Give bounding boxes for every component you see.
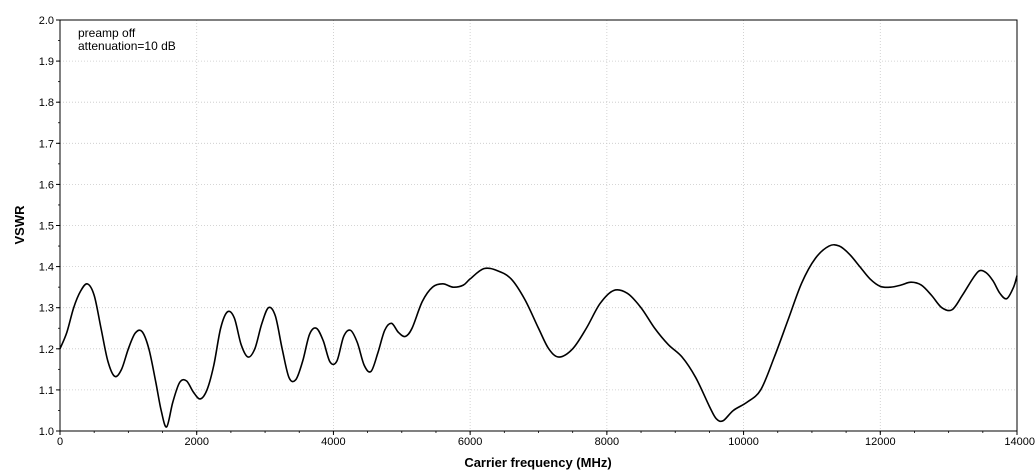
x-tick-label: 6000 (458, 436, 482, 448)
series-line (59, 243, 1018, 428)
y-tick-label: 1.2 (39, 344, 54, 356)
y-tick-label: 1.1 (39, 385, 54, 397)
y-tick-label: 1.0 (39, 426, 54, 438)
y-tick-label: 1.5 (39, 221, 54, 233)
y-tick-label: 1.9 (39, 56, 54, 68)
y-tick-label: 1.7 (39, 138, 54, 150)
x-tick-label: 14000 (1004, 436, 1035, 448)
annotation-line-1: preamp off (78, 26, 136, 40)
x-tick-label: 12000 (865, 436, 896, 448)
x-tick-label: 2000 (184, 436, 208, 448)
y-axis-ticks: 1.0 1.1 1.2 1.3 1.4 1.5 1.6 1.7 1.8 1.9 2.0 (39, 15, 60, 438)
x-axis-title: Carrier frequency (MHz) (464, 455, 611, 470)
y-axis-title: VSWR (12, 205, 27, 245)
x-tick-label: 0 (57, 436, 63, 448)
y-tick-label: 1.4 (39, 262, 54, 274)
y-tick-label: 1.3 (39, 303, 54, 315)
x-tick-label: 4000 (321, 436, 345, 448)
x-tick-label: 10000 (728, 436, 759, 448)
plot-frame (59, 19, 1018, 432)
y-tick-label: 1.6 (39, 179, 54, 191)
y-tick-label: 2.0 (39, 15, 54, 27)
x-axis-ticks: 0 2000 4000 6000 8000 10000 12000 14000 (57, 431, 1035, 448)
annotation-line-2: attenuation=10 dB (78, 39, 176, 53)
x-tick-label: 8000 (595, 436, 619, 448)
y-tick-label: 1.8 (39, 97, 54, 109)
